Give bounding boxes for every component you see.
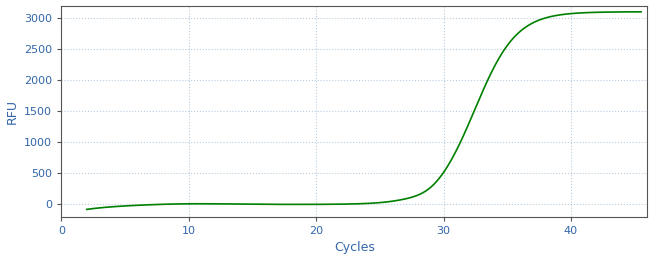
X-axis label: Cycles: Cycles: [334, 242, 375, 255]
Y-axis label: RFU: RFU: [6, 99, 18, 124]
